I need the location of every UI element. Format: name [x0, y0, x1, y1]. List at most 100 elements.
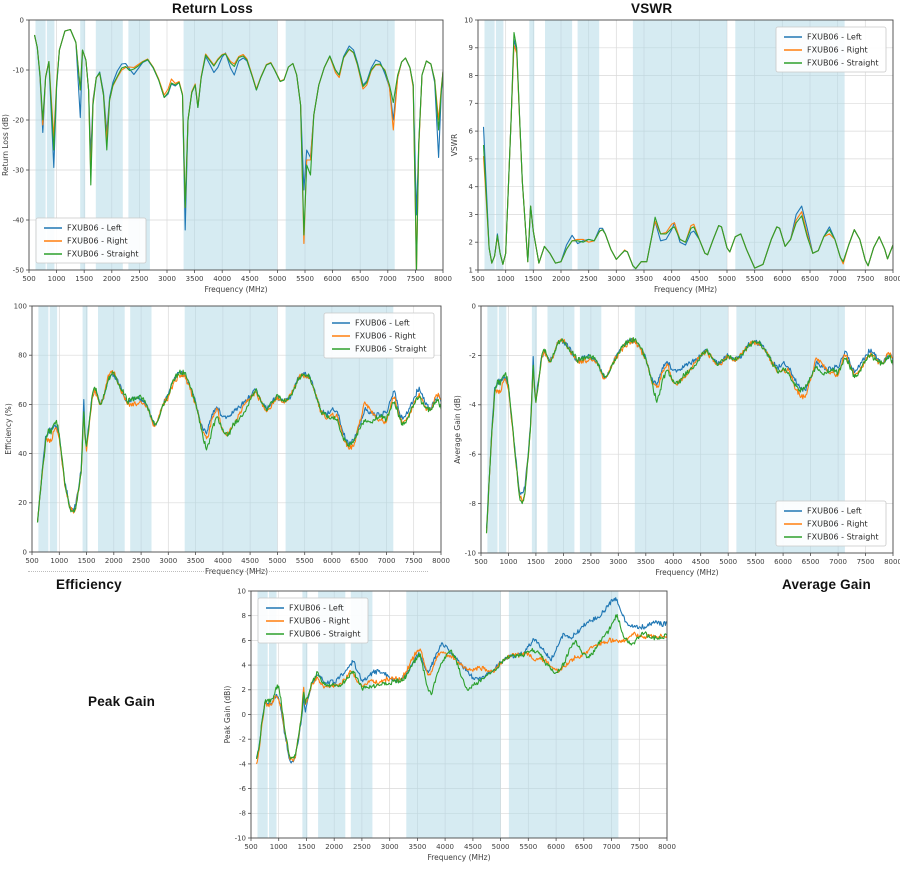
x-tick-label: 4500	[241, 275, 259, 283]
y-tick-label: -4	[239, 760, 247, 768]
x-tick-label: 3500	[186, 275, 204, 283]
x-tick-label: 8000	[658, 843, 676, 851]
legend-box	[257, 597, 369, 644]
legend-label-straight: FXUB06 - Straight	[355, 345, 427, 354]
x-tick-label: 2000	[554, 558, 572, 566]
y-tick-label: -2	[239, 736, 246, 744]
x-tick-label: 1000	[497, 275, 515, 283]
caption-average-gain: Average Gain	[782, 577, 871, 592]
x-tick-label: 4000	[436, 843, 454, 851]
legend-label-right: FXUB06 - Right	[807, 520, 868, 529]
x-tick-label: 7500	[857, 558, 875, 566]
legend-label-straight: FXUB06 - Straight	[807, 533, 879, 542]
band-highlight	[545, 20, 573, 270]
y-axis-label: Average Gain (dB)	[453, 395, 462, 464]
chart-vswr: 500 1000 1500 2000 2500 3000 3500 4000 4500 5000 5…	[450, 16, 900, 294]
legend-label-straight: FXUB06 - Straight	[807, 59, 879, 68]
y-tick-label: 6	[242, 637, 247, 645]
x-tick-label: 5500	[519, 843, 537, 851]
x-tick-label: 2500	[132, 557, 150, 565]
x-tick-label: 5000	[268, 275, 286, 283]
legend-label-left: FXUB06 - Left	[289, 604, 344, 613]
band-highlight	[579, 306, 602, 553]
band-highlight	[128, 20, 150, 270]
x-tick-label: 1500	[78, 557, 96, 565]
vswr-series-straight	[482, 31, 893, 270]
x-tick-label: 2500	[130, 275, 148, 283]
plot-border	[31, 305, 442, 553]
band-highlight	[49, 306, 58, 552]
x-tick-label: 6500	[801, 275, 819, 283]
x-tick-label: 6000	[774, 558, 792, 566]
return-loss-series-straight	[33, 28, 443, 270]
caption-vswr: VSWR	[631, 1, 673, 16]
y-tick-label: 5	[469, 155, 473, 163]
x-tick-label: 4000	[663, 275, 681, 283]
band-highlight	[350, 591, 373, 838]
x-tick-label: 1000	[270, 843, 288, 851]
x-tick-label: 4000	[214, 557, 232, 565]
y-tick-label: 8	[242, 612, 246, 620]
y-tick-label: -40	[13, 216, 24, 224]
y-tick-label: 10	[237, 587, 246, 595]
x-tick-label: 8000	[434, 275, 452, 283]
y-tick-label: 0	[472, 302, 476, 310]
x-tick-label: 6500	[575, 843, 593, 851]
chart-average-gain: 500 1000 1500 2000 2500 3000 3500 4000 4500 5000 5…	[453, 302, 900, 577]
legend-label-straight: FXUB06 - Straight	[67, 250, 139, 259]
x-tick-label: 3500	[187, 557, 205, 565]
band-highlight	[484, 20, 495, 270]
x-tick-label: 5000	[492, 843, 510, 851]
y-tick-label: 4	[469, 183, 474, 191]
y-tick-label: 4	[242, 662, 247, 670]
y-tick-label: 0	[20, 16, 24, 24]
legend: FXUB06 - Left FXUB06 - Right FXUB06 - Stra…	[775, 26, 887, 73]
legend: FXUB06 - Left FXUB06 - Right FXUB06 - Stra…	[775, 500, 887, 547]
x-tick-label: 500	[22, 275, 35, 283]
x-axis-label: Frequency (MHz)	[654, 285, 717, 294]
y-axis-label: Peak Gain (dBi)	[223, 686, 232, 744]
x-axis-label: Frequency (MHz)	[427, 853, 490, 862]
x-tick-label: 2000	[103, 275, 121, 283]
x-tick-label: 7500	[856, 275, 874, 283]
x-tick-label: 7000	[829, 558, 847, 566]
x-tick-label: 4500	[690, 275, 708, 283]
x-tick-label: 8000	[884, 275, 900, 283]
plot-border	[28, 19, 444, 271]
x-tick-label: 6500	[350, 557, 368, 565]
x-tick-label: 6500	[351, 275, 369, 283]
band-highlight	[531, 306, 537, 553]
x-tick-label: 500	[25, 557, 38, 565]
band-highlight	[508, 591, 619, 838]
x-tick-label: 7500	[406, 275, 424, 283]
x-tick-label: 8000	[884, 558, 900, 566]
x-tick-label: 6000	[773, 275, 791, 283]
caption-return-loss: Return Loss	[172, 1, 253, 16]
y-axis-label: Return Loss (dB)	[1, 114, 10, 176]
y-tick-label: -30	[13, 166, 24, 174]
band-highlight	[634, 306, 729, 553]
band-highlight	[35, 20, 46, 270]
x-tick-label: 3000	[381, 843, 399, 851]
band-highlight	[46, 20, 55, 270]
x-tick-label: 3500	[408, 843, 426, 851]
x-tick-label: 3000	[609, 558, 627, 566]
caption-peak-gain: Peak Gain	[88, 694, 156, 709]
legend-label-right: FXUB06 - Right	[355, 332, 416, 341]
x-tick-label: 3500	[637, 558, 655, 566]
legend-label-left: FXUB06 - Left	[355, 319, 410, 328]
y-tick-label: -8	[239, 810, 246, 818]
x-tick-label: 2500	[353, 843, 371, 851]
average-gain-series-straight	[485, 336, 893, 534]
y-tick-label: 6	[469, 128, 474, 136]
x-tick-label: 1000	[50, 557, 68, 565]
y-tick-label: -4	[469, 401, 477, 409]
y-tick-label: 9	[469, 44, 473, 52]
x-tick-label: 4500	[241, 557, 259, 565]
band-highlight	[529, 20, 535, 270]
x-axis-label: Frequency (MHz)	[655, 568, 718, 577]
x-tick-label: 500	[474, 558, 487, 566]
legend-label-left: FXUB06 - Left	[807, 507, 862, 516]
y-tick-label: 0	[23, 548, 27, 556]
